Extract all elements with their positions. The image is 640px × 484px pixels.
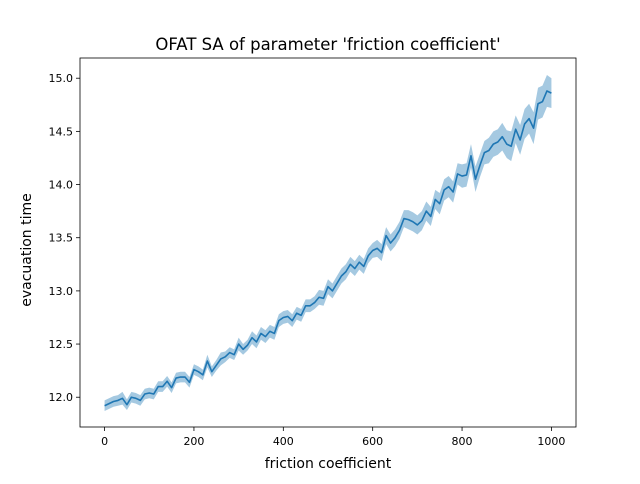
x-tick-label: 200	[183, 435, 204, 448]
x-tick-label: 400	[273, 435, 294, 448]
x-tick-label: 0	[101, 435, 108, 448]
x-tick-label: 800	[452, 435, 473, 448]
plot-frame	[79, 57, 577, 428]
plot-area	[104, 75, 552, 412]
x-tick-label: 600	[362, 435, 383, 448]
y-tick-label: 13.5	[49, 232, 74, 245]
y-tick-label: 13.0	[49, 285, 74, 298]
y-tick-label: 14.0	[49, 179, 74, 192]
x-tick-label: 1000	[537, 435, 565, 448]
y-tick-label: 15.0	[49, 72, 74, 85]
y-tick-label: 12.5	[49, 338, 74, 351]
x-axis-label: friction coefficient	[265, 456, 392, 472]
axes: 0 200 400 600 800 1000 12.0 12.5 13.0 13.5 14.0 14.…	[49, 57, 577, 448]
y-tick-label: 12.0	[49, 391, 74, 404]
chart-title: OFAT SA of parameter 'friction coefficie…	[155, 35, 500, 54]
y-tick-label: 14.5	[49, 125, 74, 138]
series-line	[104, 90, 552, 407]
y-axis-label: evacuation time	[19, 193, 35, 307]
